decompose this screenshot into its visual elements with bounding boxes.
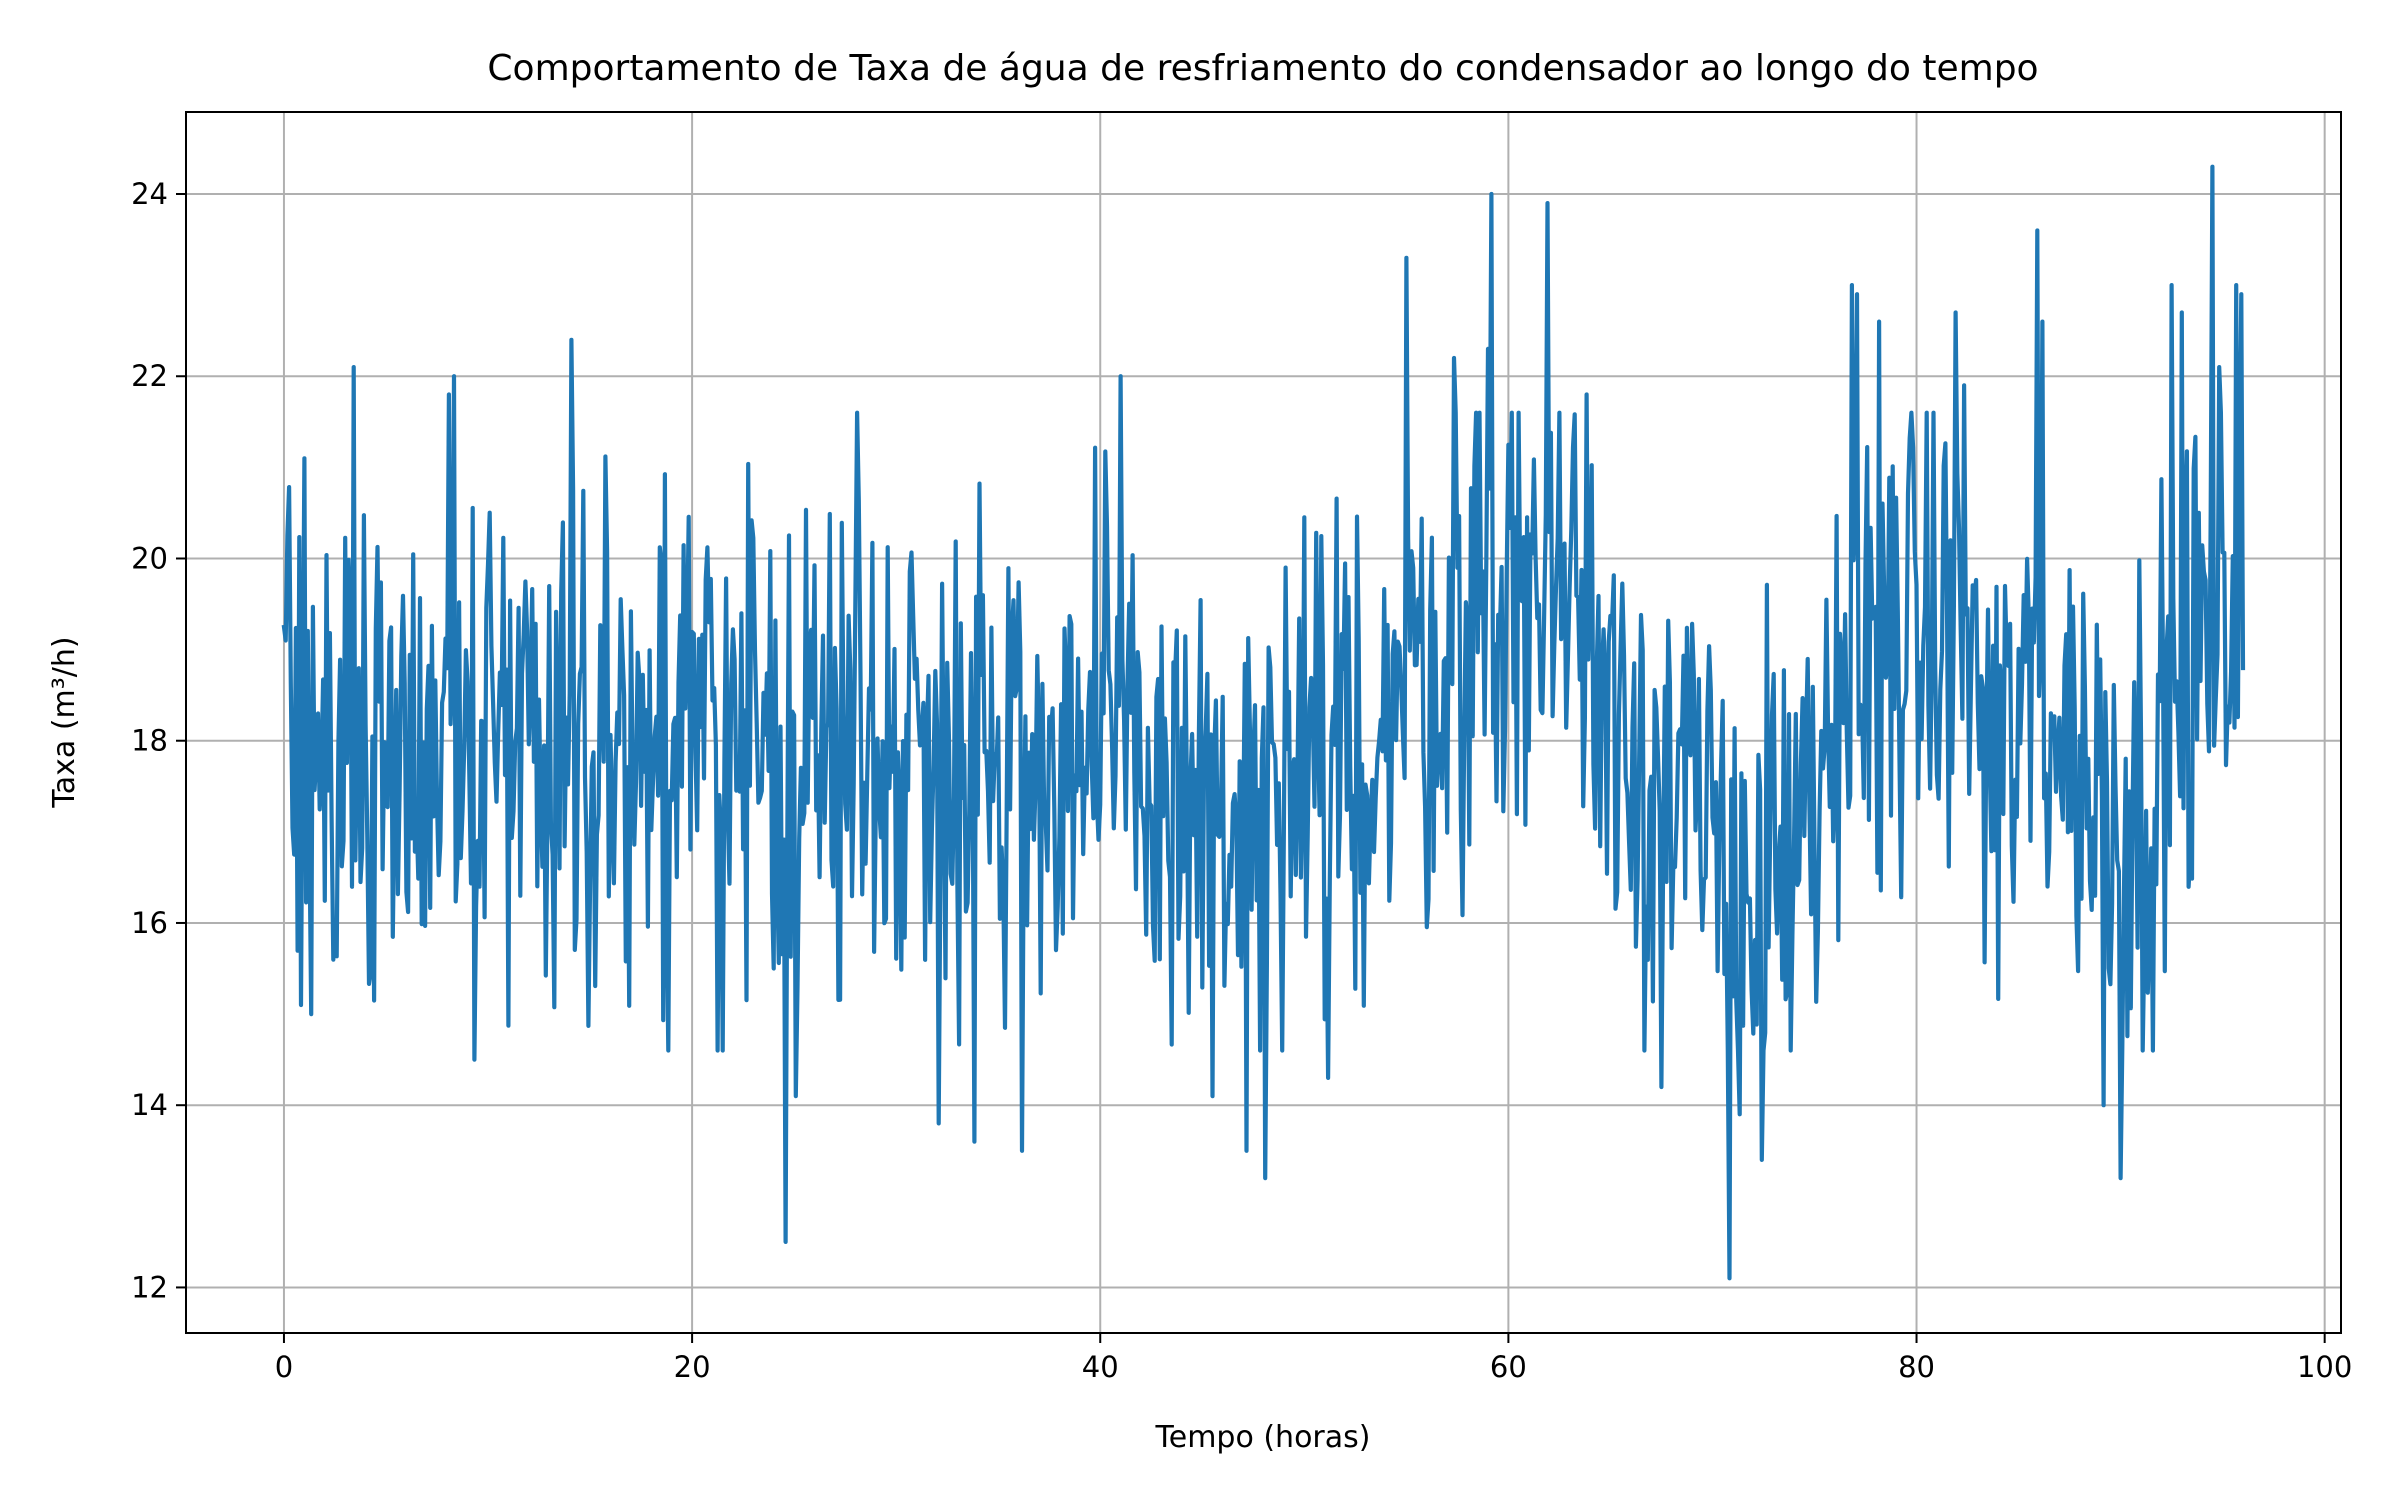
x-tick-label: 60 xyxy=(1490,1350,1527,1384)
plot-area-frame xyxy=(185,111,2342,1334)
x-tick-label: 100 xyxy=(2297,1350,2352,1384)
series-line xyxy=(281,164,2246,1281)
x-tick-label: 40 xyxy=(1082,1350,1119,1384)
y-tick-label: 12 xyxy=(131,1270,168,1304)
chart-title: Comportamento de Taxa de água de resfria… xyxy=(487,48,2038,89)
y-tick-label: 18 xyxy=(131,724,168,758)
axis-ticks: 0 20 40 60 80 100 12 14 16 18 20 22 24 xyxy=(131,177,2352,1384)
y-tick-label: 16 xyxy=(131,906,168,940)
x-tick-label: 0 xyxy=(275,1350,293,1384)
y-tick-label: 22 xyxy=(131,359,168,393)
series-layer xyxy=(281,164,2246,1281)
x-axis-label: Tempo (horas) xyxy=(1155,1420,1371,1455)
y-tick-label: 14 xyxy=(131,1088,168,1122)
x-tick-label: 80 xyxy=(1898,1350,1935,1384)
y-axis-label: Taxa (m³/h) xyxy=(47,636,82,808)
y-tick-label: 24 xyxy=(131,177,168,211)
y-tick-label: 20 xyxy=(131,541,168,575)
x-tick-label: 20 xyxy=(674,1350,711,1384)
